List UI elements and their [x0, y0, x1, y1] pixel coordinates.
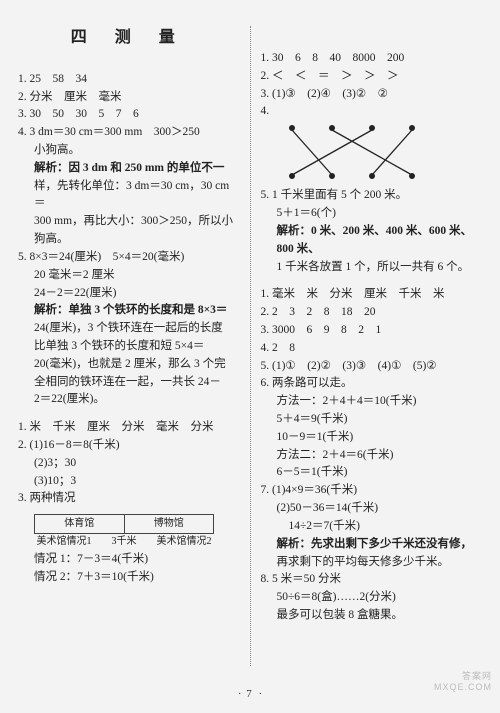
text-line: 1. 毫米 米 分米 厘米 千米 米 [261, 286, 483, 304]
text-line: 4. 2 8 [261, 340, 483, 358]
left-column: 四 测 量 1. 25 58 34 2. 分米 厘米 毫米 3. 30 50 3… [18, 26, 240, 680]
text-line: 1 千米各放置 1 个，所以一共有 6 个。 [261, 259, 483, 277]
text-line: 2. 分米 厘米 毫米 [18, 89, 240, 107]
text-line: 5. 8×3＝24(厘米) 5×4＝20(毫米) [18, 249, 240, 267]
right-column: 1. 30 6 8 40 8000 200 2. ＜ ＜ ＝ ＞ ＞ ＞ 3. … [261, 26, 483, 680]
text-line: 24－2＝22(厘米) [18, 285, 240, 303]
matching-diagram [281, 123, 421, 183]
text-line: (3)10；3 [18, 473, 240, 491]
text-line: 4. 3 dm＝30 cm＝300 mm 300＞250 [18, 124, 240, 142]
analysis-line: 解析：先求出剩下多少千米还没有修， [261, 536, 483, 554]
text-line: 1. 30 6 8 40 8000 200 [261, 50, 483, 68]
text-line: 全相同的铁环连在一起，一共长 24－ [18, 374, 240, 392]
analysis-line: 解析：0 米、200 米、400 米、600 米、800 米、 [261, 223, 483, 259]
text-line: 7. (1)4×9＝36(千米) [261, 482, 483, 500]
spacer [261, 276, 483, 286]
watermark-line: 答案网 [434, 671, 492, 682]
text-line: 3. 30 50 30 5 7 6 [18, 106, 240, 124]
text-line: 狗高。 [18, 231, 240, 249]
text-line: 5＋1＝6(个) [261, 205, 483, 223]
chapter-title: 四 测 量 [18, 26, 240, 51]
text-line: 300 mm，再比大小：300＞250，所以小 [18, 213, 240, 231]
text-line: 3. 两种情况 [18, 490, 240, 508]
text-line: 2. (1)16－8＝8(千米) [18, 437, 240, 455]
text-line: 10－9＝1(千米) [261, 429, 483, 447]
segment-diagram: 体育馆 博物馆 美术馆情况1 3千米 美术馆情况2 [34, 514, 214, 549]
text-line: 3. (1)③ (2)④ (3)② ② [261, 86, 483, 104]
text-line: (2)50－36＝14(千米) [261, 500, 483, 518]
analysis-line: 解析：因 3 dm 和 250 mm 的单位不一 [18, 160, 240, 178]
text-line: 1. 25 58 34 [18, 71, 240, 89]
text-line: 再求剩下的平均每天修多少千米。 [261, 554, 483, 572]
text-line: 2. 2 3 2 8 18 20 [261, 304, 483, 322]
analysis-line: 解析：单独 3 个铁环的长度和是 8×3＝ [18, 302, 240, 320]
diagram-caption: 美术馆情况2 [154, 534, 214, 550]
text-line: 2. ＜ ＜ ＝ ＞ ＞ ＞ [261, 68, 483, 86]
text-line: 6. 两条路可以走。 [261, 375, 483, 393]
dot-icon: · [259, 688, 263, 700]
column-separator [250, 26, 251, 666]
spacer [18, 409, 240, 419]
diagram-caption: 3千米 [94, 534, 154, 550]
text-line: 样，先转化单位：3 dm＝30 cm，30 cm＝ [18, 178, 240, 214]
text-line: 方法一：2＋4＋4＝10(千米) [261, 393, 483, 411]
page-number-value: 7 [246, 688, 254, 700]
text-line: 情况 1：7－3＝4(千米) [18, 551, 240, 569]
page-number: · 7 · [0, 686, 500, 703]
text-line: 3. 3000 6 9 8 2 1 [261, 322, 483, 340]
text-line: 比单独 3 个铁环的长度和短 5×4＝ [18, 338, 240, 356]
text-line: 5＋4＝9(千米) [261, 411, 483, 429]
dot-icon: · [238, 688, 242, 700]
text-line: 20(毫米)，也就是 2 厘米，那么 3 个完 [18, 356, 240, 374]
diagram-cell: 体育馆 [34, 514, 124, 534]
watermark: 答案网 MXQE.COM [434, 671, 492, 693]
text-line: 4. [261, 103, 483, 121]
text-line: 50÷6＝8(盒)……2(分米) [261, 589, 483, 607]
text-line: 14÷2＝7(千米) [261, 518, 483, 536]
text-line: 5. (1)① (2)② (3)③ (4)① (5)② [261, 358, 483, 376]
text-line: 最多可以包装 8 盒糖果。 [261, 607, 483, 625]
text-line: 方法二：2＋4＝6(千米) [261, 447, 483, 465]
text-line: 8. 5 米＝50 分米 [261, 571, 483, 589]
text-line: 情况 2：7＋3＝10(千米) [18, 569, 240, 587]
text-line: 6－5＝1(千米) [261, 464, 483, 482]
text-line: 5. 1 千米里面有 5 个 200 米。 [261, 187, 483, 205]
spacer [261, 26, 483, 50]
text-line: 小狗高。 [18, 142, 240, 160]
page: 四 测 量 1. 25 58 34 2. 分米 厘米 毫米 3. 30 50 3… [0, 0, 500, 680]
text-line: 24(厘米)，3 个铁环连在一起后的长度 [18, 320, 240, 338]
spacer [18, 61, 240, 71]
diagram-cell: 博物馆 [124, 514, 215, 534]
diagram-caption: 美术馆情况1 [34, 534, 94, 550]
matching-lines [281, 123, 421, 183]
text-line: 20 毫米＝2 厘米 [18, 267, 240, 285]
text-line: (2)3；30 [18, 455, 240, 473]
text-line: 1. 米 千米 厘米 分米 毫米 分米 [18, 419, 240, 437]
watermark-line: MXQE.COM [434, 682, 492, 693]
text-line: 2＝22(厘米)。 [18, 391, 240, 409]
